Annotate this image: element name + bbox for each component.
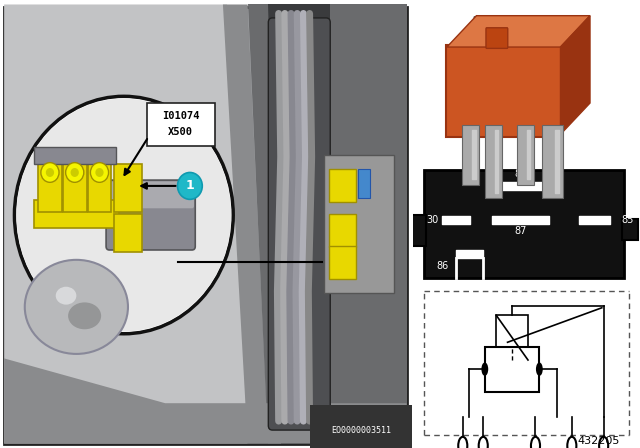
Text: 85: 85: [622, 215, 634, 225]
Circle shape: [17, 99, 231, 332]
Circle shape: [15, 96, 233, 334]
FancyBboxPatch shape: [486, 28, 508, 48]
Circle shape: [536, 362, 543, 376]
FancyBboxPatch shape: [330, 214, 356, 247]
FancyBboxPatch shape: [268, 18, 330, 430]
Text: EO0000003511: EO0000003511: [332, 426, 391, 435]
FancyBboxPatch shape: [38, 155, 62, 212]
FancyBboxPatch shape: [35, 147, 116, 164]
Polygon shape: [4, 4, 248, 444]
Circle shape: [458, 437, 467, 448]
Circle shape: [177, 172, 202, 199]
FancyBboxPatch shape: [445, 45, 562, 137]
Ellipse shape: [25, 260, 128, 354]
Circle shape: [41, 163, 59, 182]
Circle shape: [481, 362, 488, 376]
Polygon shape: [248, 4, 406, 444]
Polygon shape: [447, 16, 590, 47]
FancyBboxPatch shape: [485, 347, 540, 392]
Text: 432205: 432205: [578, 436, 620, 446]
FancyBboxPatch shape: [88, 155, 111, 212]
Text: 86: 86: [436, 261, 449, 271]
Circle shape: [66, 163, 84, 182]
Circle shape: [95, 168, 104, 177]
Circle shape: [599, 437, 608, 448]
Text: 87: 87: [515, 169, 527, 179]
Text: I01074: I01074: [162, 112, 200, 121]
Text: 1: 1: [471, 16, 482, 30]
FancyBboxPatch shape: [34, 200, 119, 228]
Circle shape: [70, 168, 79, 177]
Ellipse shape: [68, 302, 101, 329]
Circle shape: [567, 437, 577, 448]
FancyBboxPatch shape: [108, 181, 194, 208]
FancyBboxPatch shape: [517, 125, 534, 185]
Text: 30: 30: [426, 215, 438, 225]
Circle shape: [531, 437, 540, 448]
Text: 1: 1: [186, 179, 195, 193]
FancyBboxPatch shape: [4, 7, 406, 444]
Polygon shape: [223, 4, 268, 444]
FancyBboxPatch shape: [115, 214, 141, 252]
Circle shape: [46, 168, 54, 177]
Circle shape: [479, 437, 488, 448]
FancyBboxPatch shape: [410, 215, 426, 246]
FancyBboxPatch shape: [330, 169, 356, 202]
FancyBboxPatch shape: [496, 315, 528, 360]
FancyBboxPatch shape: [324, 155, 394, 293]
FancyBboxPatch shape: [542, 125, 563, 198]
FancyBboxPatch shape: [63, 155, 86, 212]
FancyBboxPatch shape: [485, 125, 502, 198]
FancyBboxPatch shape: [424, 170, 624, 278]
Text: X500: X500: [168, 127, 193, 137]
Circle shape: [90, 163, 109, 182]
FancyBboxPatch shape: [147, 103, 214, 146]
Polygon shape: [561, 16, 590, 134]
Text: 87: 87: [515, 226, 527, 236]
FancyBboxPatch shape: [358, 169, 371, 198]
FancyBboxPatch shape: [622, 219, 637, 240]
Polygon shape: [4, 358, 406, 444]
FancyBboxPatch shape: [330, 246, 356, 279]
FancyBboxPatch shape: [106, 180, 195, 250]
Ellipse shape: [56, 287, 76, 305]
FancyBboxPatch shape: [462, 125, 479, 185]
Polygon shape: [268, 4, 330, 444]
FancyBboxPatch shape: [115, 164, 141, 212]
